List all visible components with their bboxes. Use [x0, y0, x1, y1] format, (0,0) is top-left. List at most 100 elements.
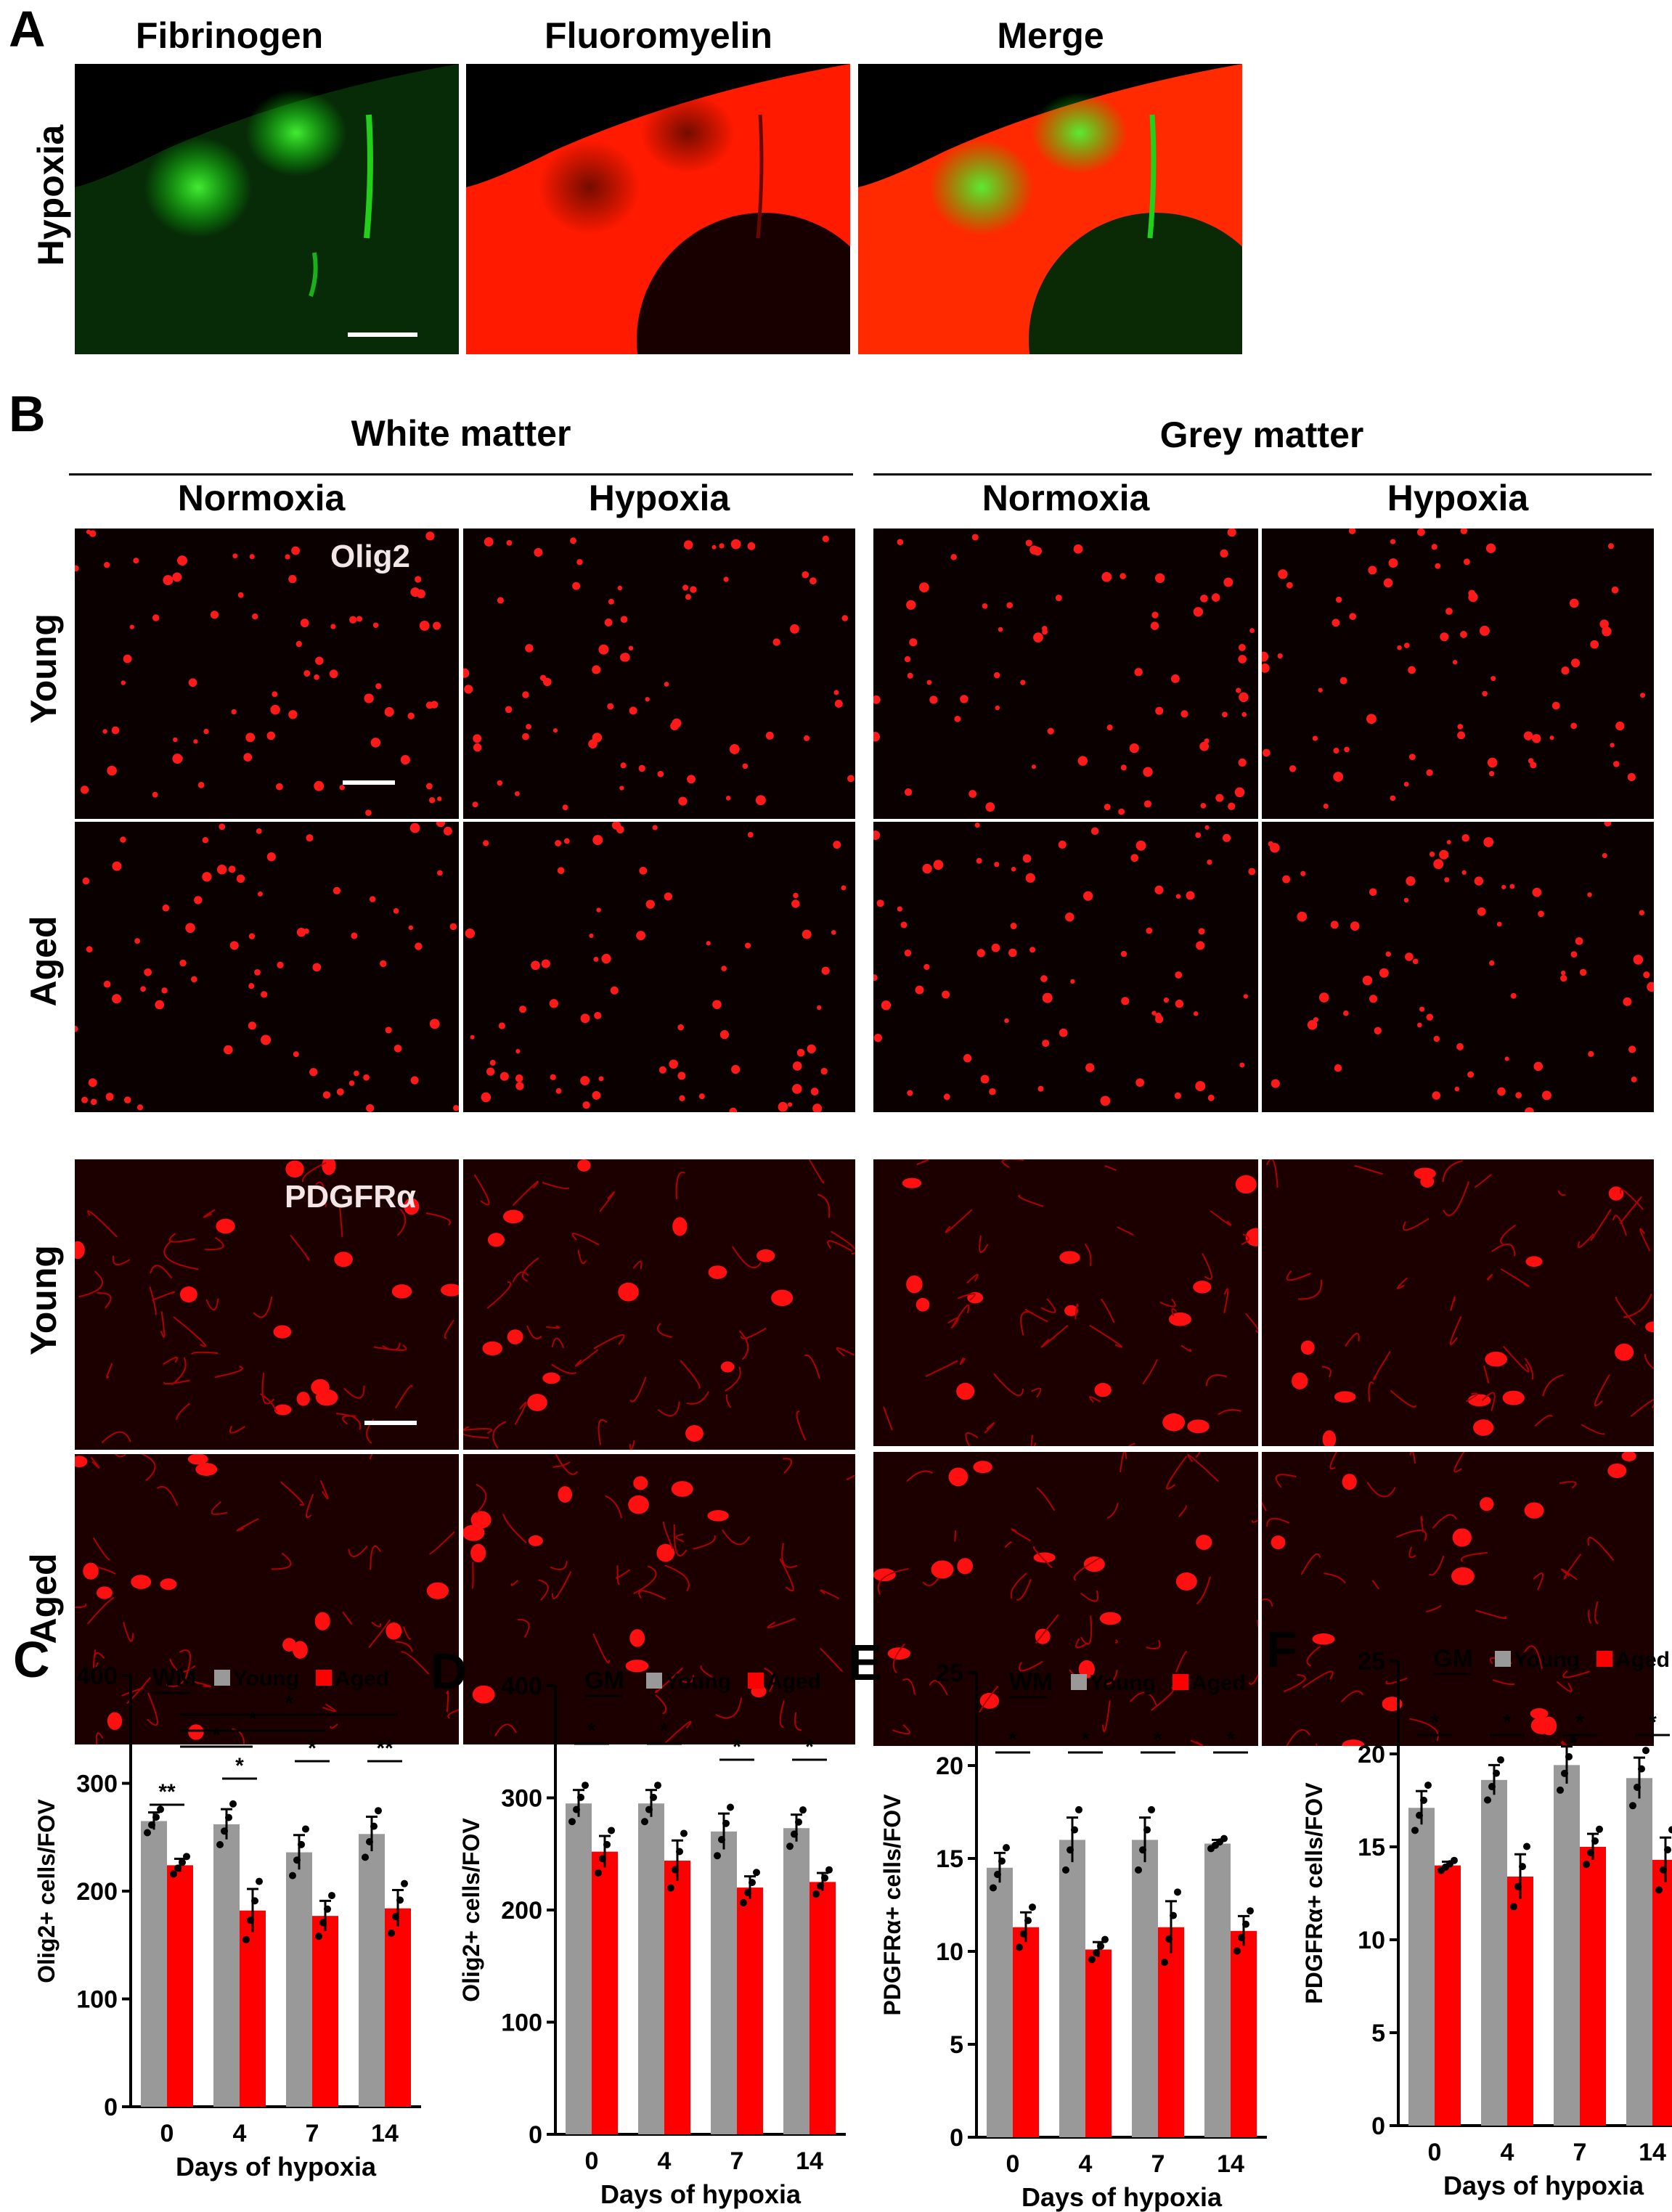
y-axis-label: Olig2+ cells/FOV — [33, 1799, 60, 1983]
bar-aged — [810, 1882, 836, 2134]
data-point — [599, 1855, 606, 1863]
data-point — [998, 1857, 1006, 1865]
data-point — [170, 1870, 177, 1878]
x-tick-label: 14 — [796, 2147, 823, 2175]
y-tick-label: 200 — [76, 1878, 118, 1906]
data-point — [1565, 1752, 1573, 1760]
bar-young — [1554, 1765, 1580, 2126]
data-point — [1642, 1747, 1649, 1755]
marker-pdgfra: PDGFRα — [285, 1179, 417, 1215]
x-tick-label: 4 — [1501, 2139, 1514, 2166]
data-point — [1587, 1849, 1594, 1857]
data-point — [1161, 1959, 1168, 1967]
micrograph-pdgfra-young-gm-hypoxia — [1262, 1159, 1654, 1446]
panel-a-col-fluoromyelin: Fluoromyelin — [545, 15, 772, 56]
region-white-matter: White matter — [351, 413, 571, 454]
data-point — [1484, 1796, 1491, 1804]
bar-young — [141, 1821, 167, 2107]
data-point — [370, 1822, 378, 1830]
data-point — [1170, 1911, 1177, 1919]
data-point — [825, 1866, 833, 1874]
data-point — [795, 1818, 802, 1826]
micrograph-olig2-aged-gm-normoxia — [873, 822, 1258, 1112]
data-point — [799, 1806, 807, 1814]
data-point — [256, 1877, 263, 1885]
legend-swatch-aged — [1173, 1674, 1188, 1690]
row-young-olig2: Young — [23, 613, 64, 724]
data-point — [366, 1837, 373, 1845]
y-tick-label: 20 — [1358, 1741, 1385, 1768]
data-point — [315, 1933, 322, 1940]
legend-swatch-young — [1071, 1674, 1087, 1690]
data-point — [1247, 1907, 1254, 1915]
data-point — [251, 1897, 258, 1905]
data-point — [1071, 1826, 1078, 1834]
y-tick-label: 15 — [1358, 1834, 1385, 1861]
data-point — [1523, 1842, 1530, 1850]
data-point — [293, 1856, 301, 1864]
data-point — [1510, 1903, 1517, 1911]
data-point — [1020, 1930, 1027, 1938]
data-point — [641, 1818, 648, 1826]
data-point — [1655, 1886, 1663, 1894]
micrograph-pdgfra-aged-wm-hypoxia — [463, 1454, 855, 1744]
chart-f: F GM Young Aged 0 5 10 15 20 25 PDGFRα+ cells/FOV D… — [1253, 1619, 1672, 2208]
data-point — [1003, 1844, 1010, 1852]
region-label: WM — [152, 1664, 196, 1691]
y-tick-label: 25 — [936, 1660, 963, 1687]
data-point — [573, 1805, 580, 1813]
legend-label-young: Young — [665, 1670, 731, 1694]
y-tick-label: 10 — [1358, 1927, 1385, 1954]
legend-label-young: Young — [233, 1667, 299, 1691]
data-point — [1638, 1765, 1645, 1773]
data-point — [1143, 1826, 1151, 1834]
legend-label-young: Young — [1090, 1671, 1156, 1695]
y-tick-label: 20 — [936, 1752, 963, 1780]
x-tick-label: 4 — [233, 2120, 247, 2147]
data-point — [990, 1884, 997, 1892]
data-point — [1416, 1811, 1423, 1819]
data-point — [1634, 1783, 1641, 1791]
x-tick-label: 0 — [160, 2120, 174, 2147]
data-point — [1233, 1947, 1241, 1955]
data-point — [1165, 1935, 1173, 1943]
data-point — [375, 1807, 382, 1815]
white-matter-rule — [69, 473, 853, 476]
data-point — [401, 1880, 408, 1887]
data-point — [1062, 1866, 1069, 1874]
data-point — [298, 1840, 305, 1848]
data-point — [1139, 1846, 1146, 1854]
panel-b-letter: B — [9, 385, 46, 442]
data-point — [157, 1805, 164, 1813]
legend-swatch-young — [214, 1670, 230, 1686]
data-point — [1420, 1796, 1427, 1804]
data-point — [1238, 1934, 1245, 1942]
region-grey-matter: Grey matter — [1159, 415, 1364, 455]
data-point — [388, 1929, 395, 1937]
bar-young — [359, 1834, 385, 2107]
data-point — [786, 1842, 794, 1850]
bar-aged — [1652, 1859, 1672, 2126]
data-point — [821, 1874, 828, 1882]
x-tick-label: 7 — [730, 2147, 744, 2175]
y-axis-label: PDGFRα+ cells/FOV — [879, 1794, 905, 2016]
bar-young — [638, 1803, 664, 2134]
data-point — [1488, 1783, 1496, 1791]
data-point — [1497, 1756, 1504, 1764]
data-point — [216, 1840, 224, 1848]
x-tick-label: 14 — [371, 2120, 399, 2147]
data-point — [608, 1827, 615, 1835]
data-point — [1664, 1846, 1671, 1854]
data-point — [1148, 1805, 1155, 1813]
data-point — [740, 1898, 747, 1906]
data-point — [225, 1813, 232, 1821]
data-point — [324, 1905, 331, 1913]
data-point — [242, 1935, 250, 1943]
bar-young — [286, 1852, 312, 2107]
x-tick-label: 0 — [585, 2147, 599, 2175]
y-tick-label: 100 — [501, 2009, 542, 2037]
x-tick-label: 14 — [1217, 2150, 1244, 2178]
data-point — [680, 1829, 688, 1837]
y-axis-label: PDGFRα+ cells/FOV — [1301, 1782, 1327, 2004]
data-point — [148, 1821, 155, 1829]
